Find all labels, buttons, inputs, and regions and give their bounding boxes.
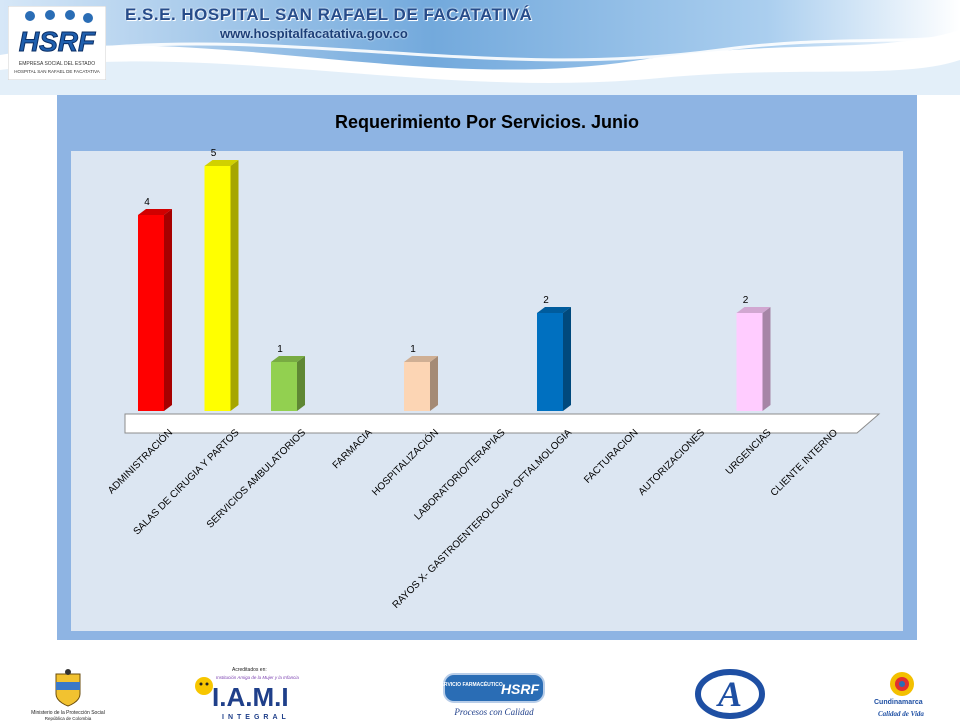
farm-sub: Procesos con Calidad <box>453 707 534 717</box>
bar-side <box>762 307 771 411</box>
bar-front <box>204 166 231 411</box>
logo-caption-2: HOSPITAL SAN RAFAEL DE FACATATIVA <box>14 69 100 74</box>
bar-top <box>404 356 438 362</box>
plot-area <box>71 151 903 631</box>
data-label-3: 1 <box>277 344 283 355</box>
cund-sub: Calidad de Vida <box>878 710 924 718</box>
data-label-7: 2 <box>543 295 549 306</box>
data-label-10: 2 <box>743 295 749 306</box>
bar-top <box>736 307 771 313</box>
header-banner: HSRF EMPRESA SOCIAL DEL ESTADO HOSPITAL … <box>0 0 960 95</box>
servicio-farmaceutico-icon: SERVICIO FARMACÉUTICO HSRF Procesos con … <box>437 672 550 720</box>
hospital-title: E.S.E. HOSPITAL SAN RAFAEL DE FACATATIVÁ <box>125 5 533 24</box>
bar-side <box>230 160 239 411</box>
hospital-url[interactable]: www.hospitalfacatativa.gov.co <box>220 26 408 41</box>
farm-big: HSRF <box>501 681 540 697</box>
cundinamarca-icon: Cundinamarca Calidad de Vida <box>870 668 940 720</box>
data-label-2: 5 <box>211 148 217 159</box>
data-label-5: 1 <box>410 344 416 355</box>
logo-text: HSRF <box>19 26 96 57</box>
bar-front <box>537 313 563 411</box>
chart-floor <box>124 413 881 434</box>
chart-title: Requerimiento Por Servicios. Junio <box>335 112 639 132</box>
iami-line1: Acreditados en: <box>232 667 267 673</box>
iami-line2: Institución Amiga de la Mujer y la Infan… <box>216 675 299 680</box>
bar-front <box>736 313 763 411</box>
bar-top <box>537 307 571 313</box>
iami-logo-icon: Acreditados en: Institución Amiga de la … <box>192 664 302 722</box>
footer-logos: Ministerio de la Protección Social Repúb… <box>0 660 960 722</box>
bar-side <box>164 209 172 411</box>
bar-front <box>138 215 164 411</box>
bar-top <box>271 356 305 362</box>
bar-top <box>138 209 172 215</box>
farm-line1: SERVICIO FARMACÉUTICO <box>440 680 503 688</box>
bar-front <box>271 362 297 411</box>
colombia-coat-of-arms-icon: Ministerio de la Protección Social Repúb… <box>28 668 108 722</box>
bar-10 <box>736 307 771 411</box>
bar-side <box>297 356 305 411</box>
bar-5 <box>404 356 438 411</box>
bar-2 <box>204 160 239 411</box>
header-swoosh <box>0 0 960 95</box>
chart-panel: Requerimiento Por Servicios. Junio 4 5 1 1 2… <box>57 95 917 640</box>
bar-side <box>430 356 438 411</box>
ministry-line1: Ministerio de la Protección Social <box>31 710 105 716</box>
hsrf-logo: HSRF EMPRESA SOCIAL DEL ESTADO HOSPITAL … <box>7 5 107 81</box>
bar-front <box>404 362 430 411</box>
iami-sub: INTEGRAL <box>222 714 290 721</box>
hsrf-logo-icon: HSRF EMPRESA SOCIAL DEL ESTADO HOSPITAL … <box>7 5 107 81</box>
bar-3 <box>271 356 305 411</box>
ministry-line2: República de Colombia <box>45 716 92 721</box>
bar-1 <box>138 209 172 411</box>
svg-text:A: A <box>716 674 742 714</box>
data-label-1: 4 <box>144 197 150 208</box>
logo-caption-1: EMPRESA SOCIAL DEL ESTADO <box>19 61 95 67</box>
bar-top <box>204 160 239 166</box>
bar-7 <box>537 307 571 411</box>
bar-side <box>563 307 571 411</box>
acreditacion-a-icon: A <box>692 666 768 720</box>
iami-big: I.A.M.I <box>212 682 289 712</box>
cund-line1: Cundinamarca <box>874 699 923 706</box>
bar-chart: Requerimiento Por Servicios. Junio 4 5 1 1 2… <box>71 112 903 631</box>
